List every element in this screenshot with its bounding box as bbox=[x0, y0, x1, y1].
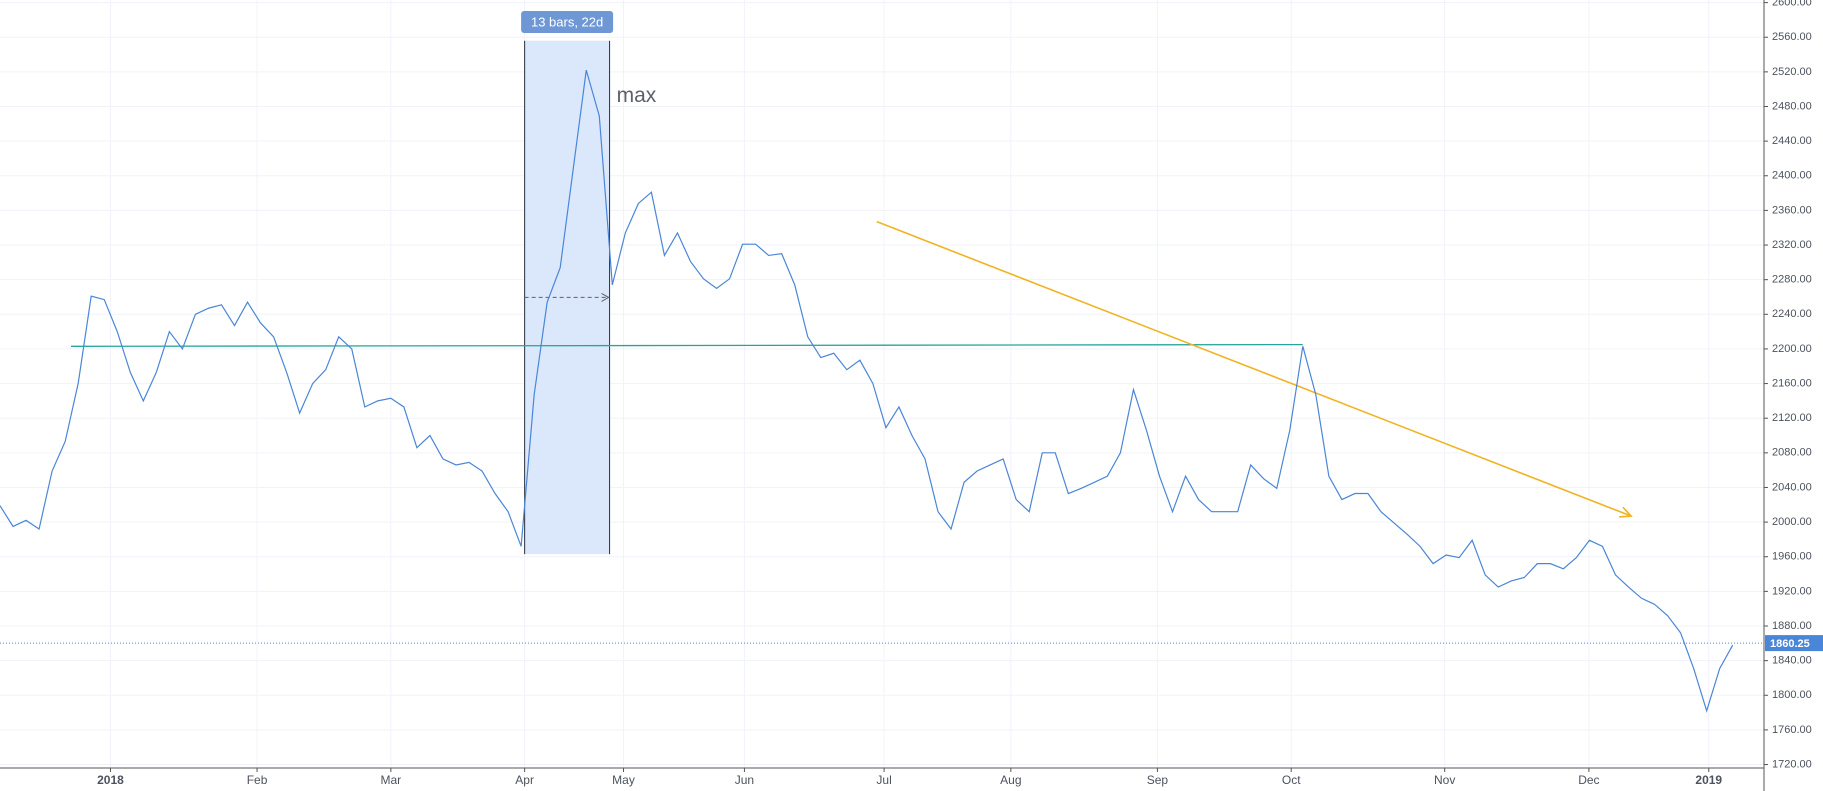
last-price-label: 1860.25 bbox=[1770, 638, 1810, 650]
x-tick-label: 2018 bbox=[97, 773, 124, 787]
range-label-box bbox=[521, 11, 614, 33]
x-tick-label: Dec bbox=[1578, 773, 1599, 787]
y-tick-label: 1840.00 bbox=[1772, 655, 1812, 667]
x-tick-label: Nov bbox=[1434, 773, 1455, 787]
y-tick-label: 1800.00 bbox=[1772, 689, 1812, 701]
x-tick-label: Oct bbox=[1282, 773, 1301, 787]
y-tick-label: 2280.00 bbox=[1772, 274, 1812, 286]
x-tick-label: 2019 bbox=[1695, 773, 1722, 787]
x-tick-label: Jul bbox=[876, 773, 891, 787]
x-tick-label: Jun bbox=[735, 773, 754, 787]
y-tick-label: 2000.00 bbox=[1772, 516, 1812, 528]
level-line bbox=[71, 343, 1303, 347]
trend-arrow bbox=[876, 220, 1632, 517]
x-tick-label: Feb bbox=[247, 773, 268, 787]
max-label: max bbox=[617, 84, 657, 107]
y-tick-label: 2320.00 bbox=[1772, 239, 1812, 251]
y-tick-label: 2240.00 bbox=[1772, 308, 1812, 320]
y-tick-label: 2120.00 bbox=[1772, 412, 1812, 424]
y-tick-label: 2480.00 bbox=[1772, 100, 1812, 112]
y-tick-label: 1920.00 bbox=[1772, 585, 1812, 597]
y-tick-label: 2360.00 bbox=[1772, 204, 1812, 216]
trend-arrowhead bbox=[1619, 506, 1633, 518]
y-tick-label: 2040.00 bbox=[1772, 481, 1812, 493]
x-tick-label: Apr bbox=[515, 773, 534, 787]
y-tick-label: 2560.00 bbox=[1772, 31, 1812, 43]
x-tick-label: Aug bbox=[1000, 773, 1021, 787]
y-tick-label: 1960.00 bbox=[1772, 551, 1812, 563]
y-tick-label: 2600.00 bbox=[1772, 0, 1812, 9]
y-tick-label: 1760.00 bbox=[1772, 724, 1812, 736]
x-tick-label: Mar bbox=[381, 773, 402, 787]
y-tick-label: 2080.00 bbox=[1772, 447, 1812, 459]
x-tick-label: May bbox=[612, 773, 635, 787]
y-tick-label: 1880.00 bbox=[1772, 620, 1812, 632]
y-tick-label: 2520.00 bbox=[1772, 66, 1812, 78]
price-line bbox=[0, 69, 1734, 713]
y-tick-label: 1720.00 bbox=[1772, 758, 1812, 770]
y-tick-label: 2160.00 bbox=[1772, 377, 1812, 389]
x-tick-label: Sep bbox=[1147, 773, 1169, 787]
y-tick-label: 2400.00 bbox=[1772, 170, 1812, 182]
range-label: 13 bars, 22d bbox=[531, 14, 603, 29]
y-tick-label: 2200.00 bbox=[1772, 343, 1812, 355]
y-tick-label: 2440.00 bbox=[1772, 135, 1812, 147]
last-price-tag bbox=[1765, 635, 1823, 652]
price-axis-bg bbox=[1764, 0, 1823, 791]
range-arrowhead bbox=[601, 292, 610, 302]
